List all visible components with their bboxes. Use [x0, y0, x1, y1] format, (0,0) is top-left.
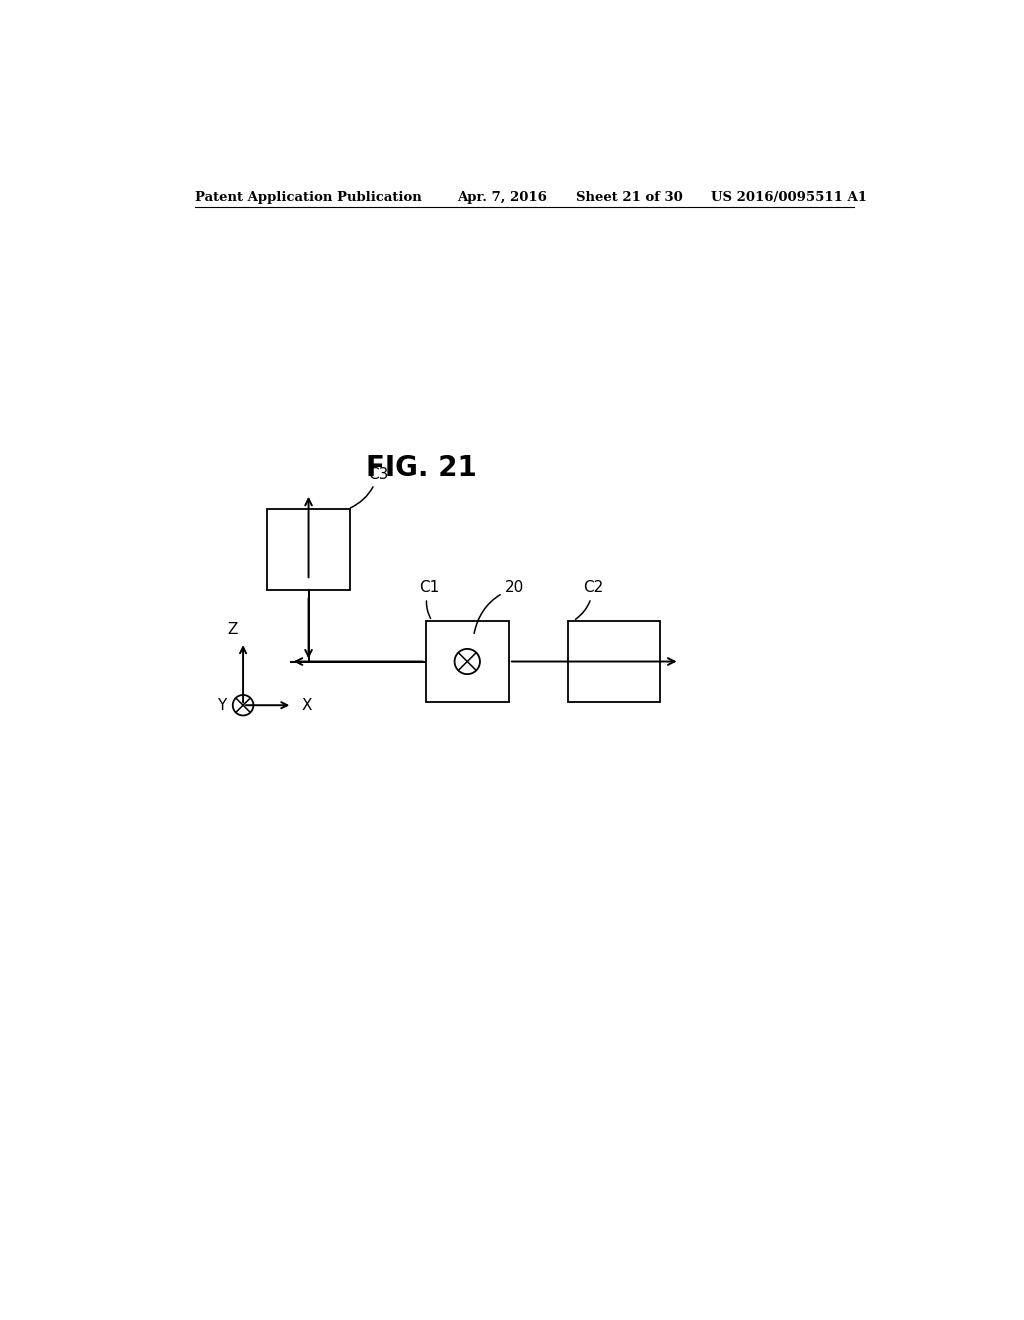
- Text: Patent Application Publication: Patent Application Publication: [196, 191, 422, 205]
- Text: US 2016/0095511 A1: US 2016/0095511 A1: [712, 191, 867, 205]
- Text: FIG. 21: FIG. 21: [367, 454, 477, 482]
- Text: Apr. 7, 2016: Apr. 7, 2016: [458, 191, 547, 205]
- Text: X: X: [302, 698, 312, 713]
- Text: C1: C1: [419, 581, 439, 619]
- Text: Y: Y: [217, 698, 226, 713]
- Text: 20: 20: [474, 581, 524, 634]
- Bar: [267, 510, 350, 590]
- Text: Sheet 21 of 30: Sheet 21 of 30: [577, 191, 683, 205]
- Text: C3: C3: [350, 466, 388, 508]
- Bar: [426, 620, 509, 702]
- Text: Z: Z: [227, 622, 238, 638]
- Text: C2: C2: [575, 581, 603, 619]
- Bar: [568, 620, 659, 702]
